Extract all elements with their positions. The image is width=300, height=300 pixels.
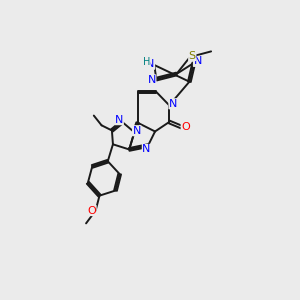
Text: O: O	[181, 122, 190, 132]
Text: N: N	[146, 59, 154, 69]
Text: N: N	[115, 115, 123, 125]
Text: H: H	[143, 57, 150, 67]
Text: N: N	[142, 144, 151, 154]
Text: S: S	[189, 50, 196, 61]
Text: N: N	[133, 126, 141, 136]
Text: O: O	[87, 206, 96, 215]
Text: N: N	[148, 75, 156, 85]
Text: N: N	[194, 56, 202, 66]
Text: N: N	[169, 99, 177, 109]
